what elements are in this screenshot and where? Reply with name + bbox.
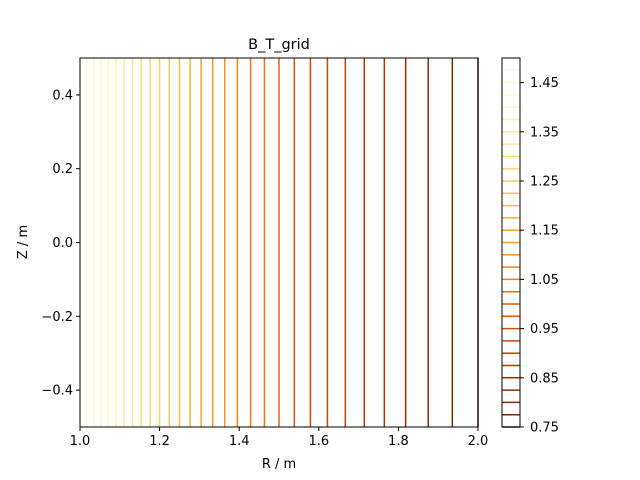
x-tick-label: 1.6	[308, 434, 329, 449]
x-axis: 1.0 1.2 1.4 1.6 1.8 2.0	[70, 427, 489, 449]
x-tick-label: 2.0	[468, 434, 489, 449]
x-axis-label: R / m	[262, 457, 296, 472]
colorbar-tick-label: 1.15	[530, 224, 559, 239]
contour-lines	[79, 58, 479, 427]
y-tick-label: 0.2	[52, 162, 73, 177]
x-tick-label: 1.2	[149, 434, 170, 449]
y-axis-label: Z / m	[16, 225, 31, 259]
colorbar-tick-label: 1.35	[530, 125, 559, 140]
colorbar-tick-label: 1.25	[530, 175, 559, 190]
colorbar-tick-label: 0.85	[530, 371, 559, 386]
y-tick-label: −0.2	[41, 310, 73, 325]
colorbar-tick-label: 0.95	[530, 322, 559, 337]
colorbar-tick-label: 1.05	[530, 273, 559, 288]
x-tick-label: 1.8	[388, 434, 409, 449]
colorbar-tick-label: 1.45	[530, 76, 559, 91]
x-tick-label: 1.0	[70, 434, 91, 449]
y-tick-label: −0.4	[41, 384, 73, 399]
chart-title: B_T_grid	[248, 37, 310, 53]
colorbar-tick-label: 0.75	[530, 421, 559, 436]
colorbar-frame	[501, 57, 521, 428]
y-tick-label: 0.0	[52, 236, 73, 251]
y-axis: −0.4 −0.2 0.0 0.2 0.4	[41, 88, 80, 399]
x-tick-label: 1.4	[229, 434, 250, 449]
y-tick-label: 0.4	[52, 88, 73, 103]
colorbar: 0.75 0.85 0.95 1.05 1.15 1.25 1.35 1.45	[501, 57, 559, 436]
